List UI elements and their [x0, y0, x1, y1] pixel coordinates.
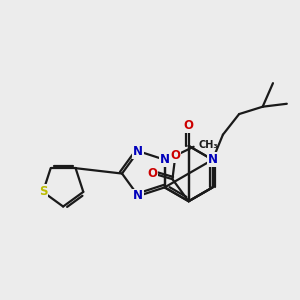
- Text: N: N: [208, 153, 218, 166]
- Text: N: N: [133, 145, 143, 158]
- Text: N: N: [208, 153, 218, 166]
- Text: CH₃: CH₃: [199, 140, 219, 150]
- Text: N: N: [133, 190, 143, 202]
- Text: O: O: [147, 167, 158, 180]
- Text: O: O: [184, 119, 194, 132]
- Text: N: N: [160, 153, 170, 166]
- Text: O: O: [170, 149, 180, 162]
- Text: S: S: [39, 185, 47, 198]
